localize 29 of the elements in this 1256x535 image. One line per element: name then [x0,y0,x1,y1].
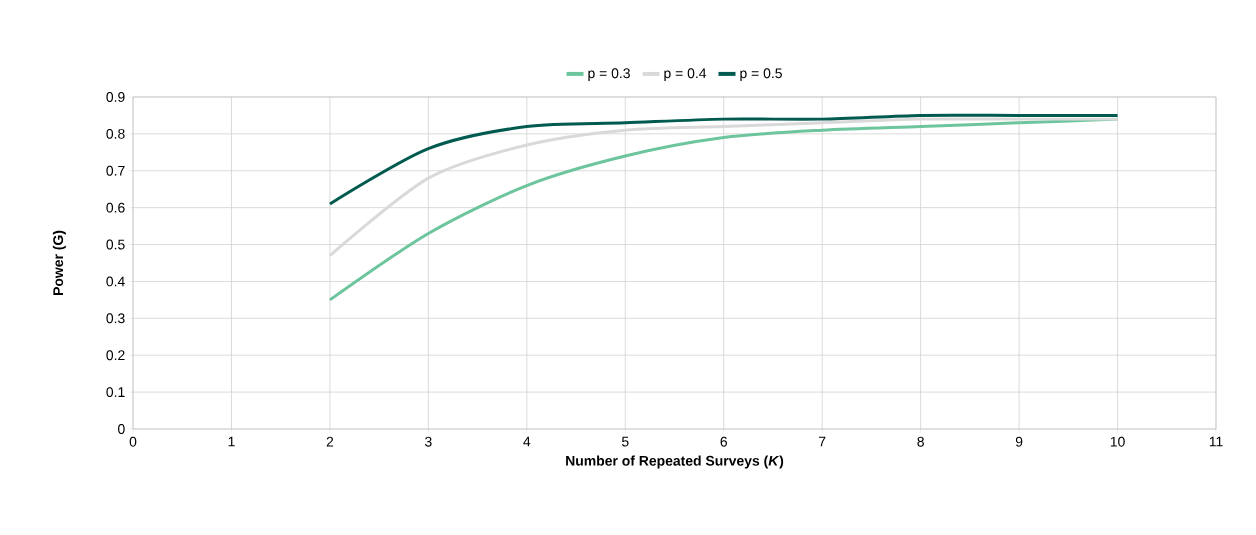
x-tick-label: 2 [326,436,334,447]
x-tick-label: 3 [425,436,432,447]
legend-label: p = 0.3 [588,68,630,81]
y-tick-label: 0.6 [106,202,125,213]
legend-label: p = 0.4 [664,68,707,81]
y-tick-label: 0.9 [106,92,125,102]
line-series [328,117,1120,258]
x-tick-label: 4 [523,436,531,447]
y-tick-label: 0.4 [106,276,125,287]
y-tick-label: 0.1 [106,387,125,398]
x-tick-label: 5 [621,436,629,447]
y-axis-title: Power (G) [52,230,66,295]
y-tick-label: 0.8 [106,128,125,139]
x-tick-label: 7 [819,436,826,447]
legend-label: p = 0.5 [740,68,782,81]
x-tick-label: 11 [1209,436,1223,447]
x-tick-label: 8 [917,436,924,447]
line-series [328,113,1120,206]
x-tick-label: 1 [228,436,235,447]
x-tick-label: 10 [1110,436,1125,447]
y-tick-label: 0 [118,424,125,434]
x-tick-label: 9 [1015,436,1023,447]
y-tick-label: 0.7 [106,165,125,176]
y-tick-label: 0.3 [106,313,125,324]
x-tick-label: 6 [720,436,727,447]
y-tick-label: 0.2 [106,350,125,361]
y-tick-label: 0.5 [106,239,125,250]
x-tick-label: 0 [129,436,137,447]
x-axis-title: Number of Repeated Surveys (K) [566,455,784,469]
